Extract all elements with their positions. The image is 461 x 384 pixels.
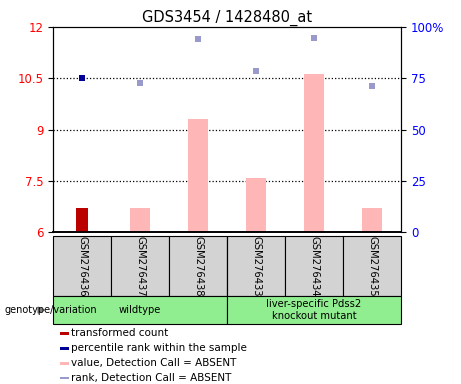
Bar	[169, 236, 227, 296]
Bar	[60, 347, 69, 349]
Text: wildtype: wildtype	[119, 305, 161, 315]
Text: GSM276434: GSM276434	[309, 236, 319, 296]
Text: GSM276433: GSM276433	[251, 236, 261, 296]
Bar	[60, 362, 69, 364]
Bar	[227, 296, 401, 324]
Text: GSM276435: GSM276435	[367, 236, 377, 296]
Bar	[60, 377, 69, 379]
Text: percentile rank within the sample: percentile rank within the sample	[71, 343, 247, 353]
Bar	[53, 296, 227, 324]
Text: transformed count: transformed count	[71, 328, 168, 338]
Bar	[111, 236, 169, 296]
Text: value, Detection Call = ABSENT: value, Detection Call = ABSENT	[71, 358, 236, 368]
Bar	[304, 74, 324, 232]
Bar	[76, 208, 89, 232]
Text: GSM276436: GSM276436	[77, 236, 87, 296]
Text: genotype/variation: genotype/variation	[5, 305, 97, 315]
Bar	[188, 119, 208, 232]
Bar	[343, 236, 401, 296]
Text: GSM276437: GSM276437	[135, 236, 145, 296]
Bar	[246, 178, 266, 232]
Bar	[362, 208, 382, 232]
Bar	[130, 208, 150, 232]
Bar	[60, 332, 69, 335]
Bar	[285, 236, 343, 296]
Bar	[53, 236, 111, 296]
Title: GDS3454 / 1428480_at: GDS3454 / 1428480_at	[142, 9, 312, 25]
Text: liver-specific Pdss2
knockout mutant: liver-specific Pdss2 knockout mutant	[266, 299, 362, 321]
Bar	[227, 236, 285, 296]
Text: rank, Detection Call = ABSENT: rank, Detection Call = ABSENT	[71, 373, 231, 383]
Text: GSM276438: GSM276438	[193, 236, 203, 296]
